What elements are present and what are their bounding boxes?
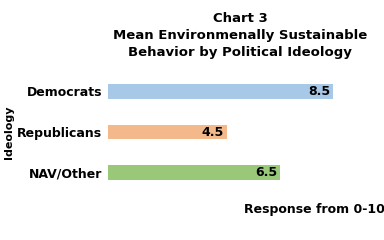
Text: Response from 0-10: Response from 0-10 — [245, 203, 384, 216]
Title: Chart 3
Mean Environmenally Sustainable
Behavior by Political Ideology: Chart 3 Mean Environmenally Sustainable … — [113, 12, 367, 59]
Bar — [108, 125, 227, 139]
Bar — [108, 165, 280, 180]
Text: 8.5: 8.5 — [308, 85, 330, 98]
Y-axis label: Political
Ideology: Political Ideology — [0, 105, 14, 159]
Text: 4.5: 4.5 — [202, 126, 224, 138]
Text: 6.5: 6.5 — [255, 166, 277, 179]
Bar — [108, 84, 333, 99]
